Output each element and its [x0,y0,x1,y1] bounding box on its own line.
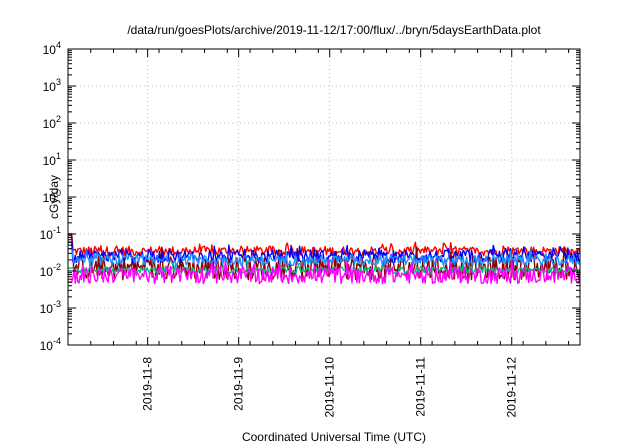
y-tick-label: 10-1 [40,225,61,242]
data-series [68,233,581,285]
chart-title: /data/run/goesPlots/archive/2019-11-12/1… [127,23,541,37]
x-tick-label: 2019-11-9 [232,357,246,411]
series-line [68,259,581,285]
y-tick-label: 10-2 [40,262,61,279]
y-tick-label: 101 [43,151,61,168]
x-tick-label: 2019-11-11 [414,357,428,417]
y-tick-label: 102 [43,114,61,131]
y-tick-labels: 10-4 10-3 10-2 10-1 100 101 102 103 104 [40,40,61,353]
series-line [68,263,581,274]
y-axis-label: cGy/day [47,175,61,219]
x-tick-label: 2019-11-8 [141,357,155,411]
series-line [68,248,581,267]
y-tick-label: 100 [43,188,61,205]
y-tick-label: 104 [43,40,61,57]
x-tick-label: 2019-11-10 [323,357,337,418]
y-tick-label: 10-4 [40,336,61,353]
y-tick-label: 103 [43,77,61,94]
y-tick-label: 10-3 [40,299,61,316]
x-tick-label: 2019-11-12 [505,357,519,418]
x-axis-label: Coordinated Universal Time (UTC) [242,430,426,444]
axes [67,48,581,346]
x-tick-labels: 2019-11-8 2019-11-9 2019-11-10 2019-11-11 20… [141,357,519,418]
